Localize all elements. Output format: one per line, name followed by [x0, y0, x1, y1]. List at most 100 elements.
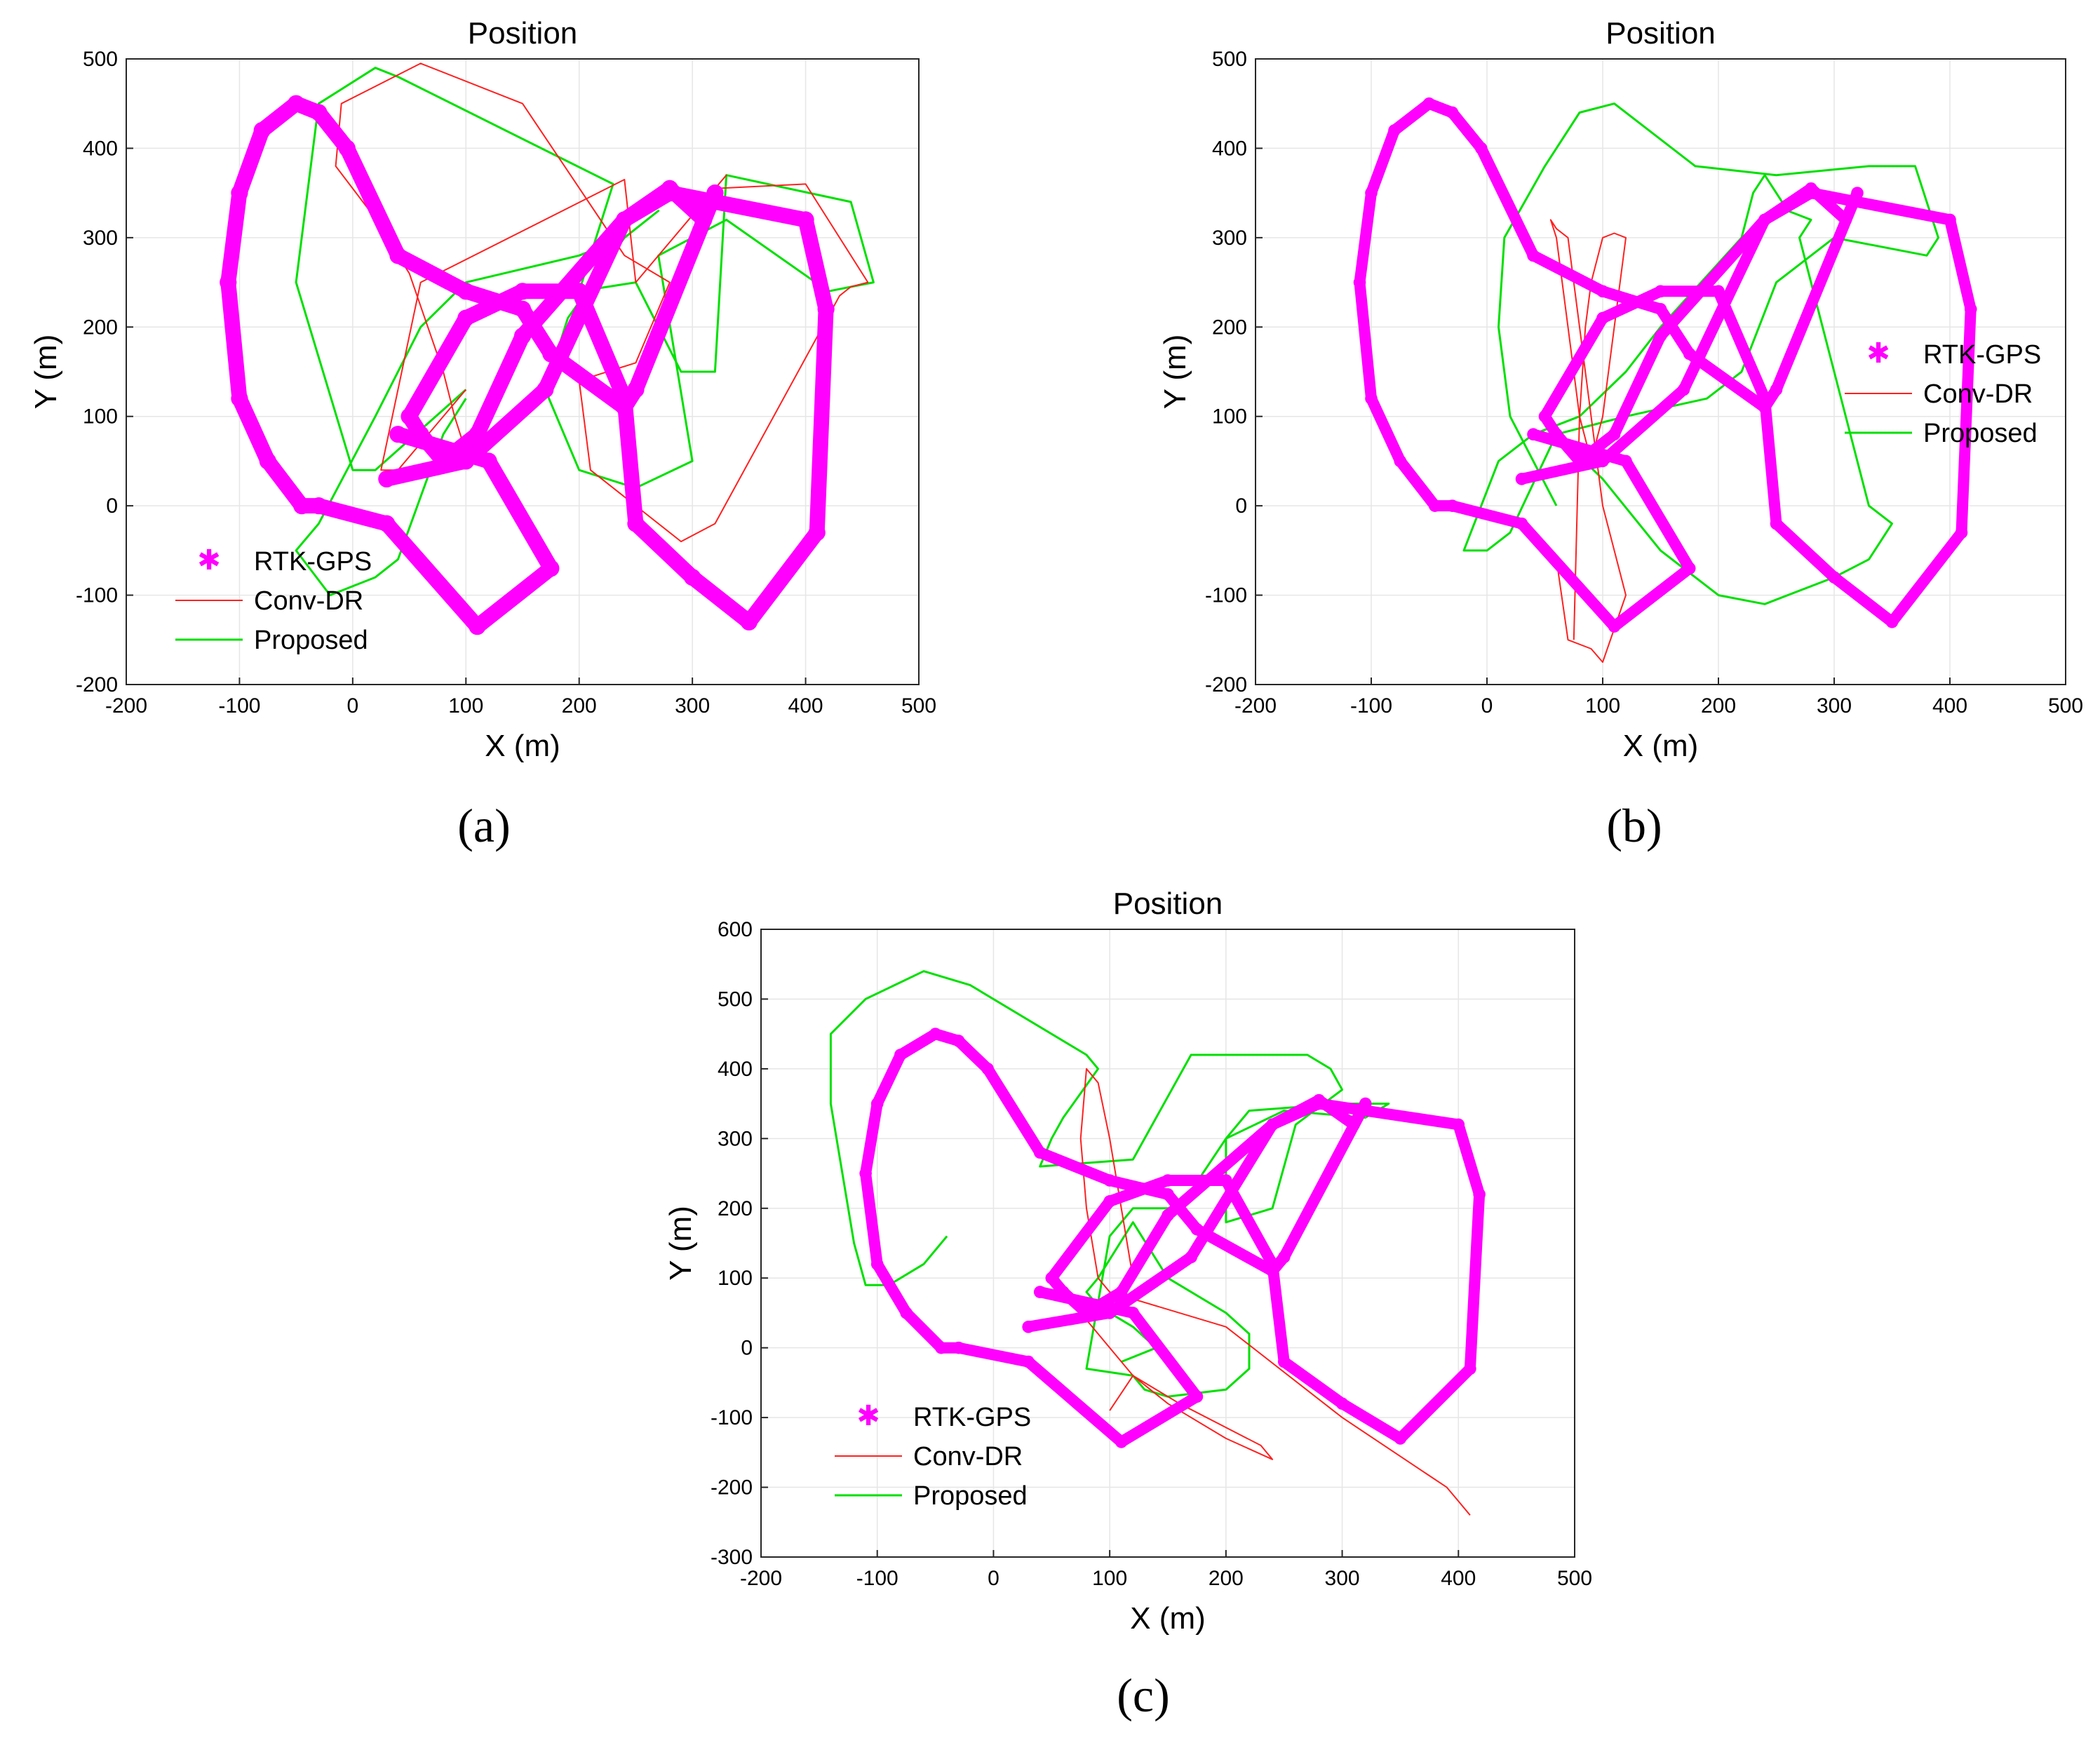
rtk-gps-point: [1022, 1355, 1035, 1368]
x-axis-label: X (m): [1130, 1601, 1206, 1636]
x-tick-label: -200: [740, 1567, 782, 1590]
rtk-gps-point: [1955, 526, 1968, 539]
x-tick-label: 500: [2048, 694, 2083, 717]
y-tick-label: 100: [83, 405, 118, 429]
rtk-gps-point: [378, 470, 396, 488]
axes-box: [1255, 58, 2066, 685]
rtk-gps-point: [1220, 1174, 1232, 1187]
rtk-gps-point: [695, 211, 713, 229]
rtk-gps-point: [1335, 1397, 1349, 1410]
y-tick-label: 100: [718, 1267, 753, 1290]
rtk-gps-point: [900, 1307, 913, 1319]
rtk-gps-point: [1677, 383, 1690, 396]
rtk-gps-point: [1266, 1118, 1279, 1131]
rtk-gps-point: [627, 515, 645, 532]
rtk-gps-point: [469, 618, 486, 635]
legend-marker-rtk-gps: ✱: [856, 1401, 880, 1431]
rtk-gps-point: [859, 1167, 872, 1180]
rtk-gps-point: [1515, 517, 1528, 530]
rtk-gps-point: [1654, 303, 1667, 316]
rtk-gps-point: [1654, 330, 1667, 342]
rtk-gps-point: [338, 140, 356, 157]
x-axis-label: X (m): [485, 729, 560, 763]
rtk-gps-point: [1573, 454, 1586, 468]
rtk-gps-point: [542, 345, 560, 363]
y-tick-label: 200: [83, 316, 118, 339]
rtk-gps-point: [981, 1063, 994, 1075]
rtk-gps-point: [378, 515, 396, 532]
y-tick-label: 0: [106, 494, 118, 518]
x-tick-label: 100: [448, 694, 483, 717]
rtk-gps-point: [817, 300, 835, 318]
rtk-gps-point: [1185, 1251, 1197, 1264]
x-tick-label: 0: [1481, 694, 1493, 717]
legend-label: RTK-GPS: [1923, 340, 2041, 370]
x-tick-label: 400: [1932, 694, 1967, 717]
chart-title: Position: [1113, 887, 1223, 921]
x-tick-label: -200: [105, 694, 147, 717]
rtk-gps-point: [1115, 1436, 1128, 1448]
legend-label: Proposed: [913, 1481, 1028, 1511]
axes-box: [126, 58, 920, 685]
rtk-gps-point: [1277, 1355, 1291, 1368]
x-axis-label: X (m): [1623, 729, 1699, 763]
y-tick-label: 600: [718, 918, 753, 941]
rtk-gps-point: [480, 452, 497, 470]
rtk-gps-point: [1312, 1097, 1326, 1110]
rtk-gps-point: [1828, 571, 1840, 584]
y-tick-label: 200: [1212, 316, 1247, 339]
chart-panel-c: -200 -100 0 100 200 300 400 500-300-200-1000100…: [664, 887, 1592, 1636]
rtk-gps-point: [1608, 428, 1621, 440]
rtk-gps-point: [1365, 187, 1378, 199]
y-tick-label: 500: [1212, 48, 1247, 71]
rtk-gps-point: [1620, 454, 1632, 468]
x-tick-label: 300: [1325, 1567, 1360, 1590]
rtk-gps-point: [1103, 1174, 1116, 1187]
rtk-gps-point: [1266, 1258, 1279, 1271]
rtk-gps-point: [1839, 213, 1852, 227]
series-line-proposed: [295, 67, 875, 597]
y-axis-label: Y (m): [29, 335, 63, 410]
series-line-conv-dr: [1549, 219, 1627, 663]
rtk-gps-point: [1596, 311, 1609, 325]
chart-title: Position: [1606, 16, 1716, 50]
legend-marker-rtk-gps: ✱: [1866, 338, 1890, 369]
rtk-gps-point: [1515, 473, 1528, 485]
rtk-gps-point: [288, 95, 305, 112]
series-line-conv-dr: [335, 62, 869, 543]
y-tick-label: 100: [1212, 405, 1247, 429]
rtk-gps-point: [929, 1028, 942, 1040]
legend-label: RTK-GPS: [254, 547, 372, 577]
series-group: [829, 970, 1486, 1516]
legend-label: Conv-DR: [254, 586, 363, 616]
caption-b: (b): [1606, 799, 1662, 852]
series-line-proposed: [1462, 102, 1939, 605]
x-tick-label: -100: [218, 694, 260, 717]
x-tick-label: 300: [675, 694, 710, 717]
rtk-gps-point: [1162, 1188, 1174, 1201]
legend-label: Proposed: [254, 626, 368, 655]
chart-title: Position: [468, 16, 578, 50]
rtk-gps-point: [1885, 616, 1899, 628]
x-tick-label: -100: [1350, 694, 1392, 717]
legend-label: RTK-GPS: [913, 1403, 1031, 1432]
rtk-gps-point: [684, 568, 701, 586]
rtk-gps-point: [1683, 347, 1696, 361]
rtk-gps-point: [310, 497, 328, 515]
rtk-gps-point: [1103, 1307, 1116, 1319]
rtk-gps-point: [706, 184, 724, 202]
y-tick-label: 400: [83, 137, 118, 160]
rtk-gps-point: [661, 184, 678, 202]
rtk-gps-point: [457, 309, 475, 327]
rtk-gps-point: [1683, 562, 1696, 575]
rtk-gps-point: [627, 381, 645, 398]
rtk-gps-point: [1464, 1362, 1476, 1375]
axes-box: [760, 929, 1575, 1558]
rtk-gps-point: [220, 274, 237, 291]
rtk-gps-point: [1770, 517, 1783, 530]
rtk-gps-point: [1527, 249, 1540, 262]
rtk-gps-point: [616, 390, 633, 407]
y-tick-label: 300: [718, 1127, 753, 1150]
rtk-gps-point: [1712, 285, 1725, 298]
